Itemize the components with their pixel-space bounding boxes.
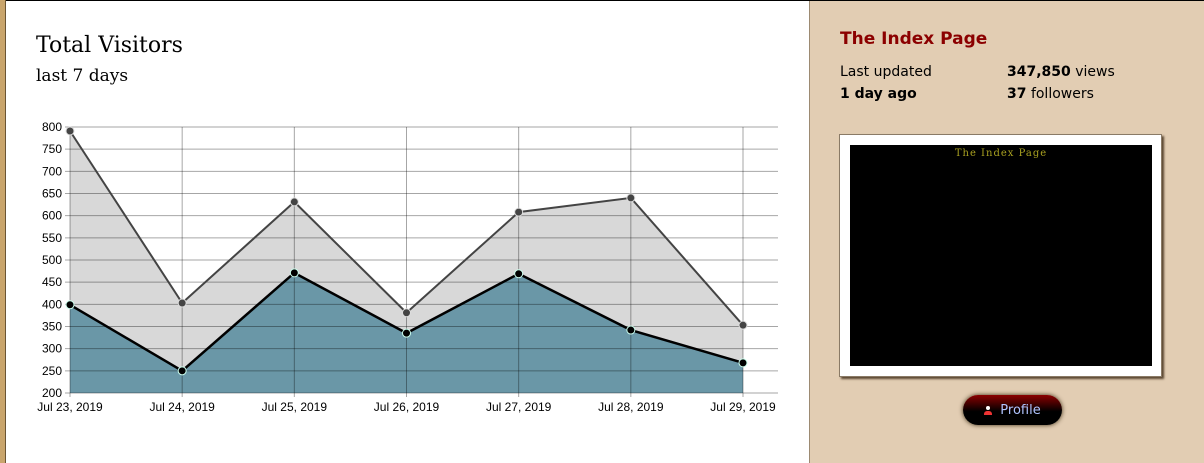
y-tick-label: 650 [42, 187, 62, 201]
chart-subtitle: last 7 days [36, 66, 129, 86]
sidebar: The Index Page Last updated 1 day ago 34… [809, 1, 1204, 463]
top-border [0, 0, 1204, 1]
x-tick-label: Jul 26, 2019 [374, 400, 440, 414]
point-unique [177, 366, 187, 376]
visitors-chart: 200 250 300 350 400 450 500 550 600 650 700 750 800 J… [37, 120, 778, 414]
left-border [0, 0, 6, 463]
followers-stat: 37 followers [1007, 86, 1094, 102]
y-tick-label: 750 [42, 142, 62, 156]
y-tick-label: 550 [42, 231, 62, 245]
y-tick-label: 300 [42, 342, 62, 356]
x-tick-label: Jul 24, 2019 [149, 400, 215, 414]
views-count: 347,850 [1007, 64, 1071, 80]
point-unique [402, 328, 411, 338]
y-tick-label: 700 [42, 164, 62, 178]
point-unique [626, 325, 636, 335]
x-tick-label: Jul 28, 2019 [598, 400, 664, 414]
views-stat: 347,850 views [1007, 64, 1115, 80]
profile-button-label: Profile [1000, 402, 1041, 418]
point-unique [514, 269, 524, 279]
user-icon [984, 405, 993, 415]
thumbnail-image: The Index Page [850, 145, 1152, 366]
y-tick-label: 800 [42, 120, 62, 134]
point-total [514, 207, 524, 217]
point-total [65, 126, 75, 136]
thumbnail-text: The Index Page [954, 148, 1048, 159]
views-label: views [1075, 64, 1115, 80]
y-tick-label: 200 [42, 386, 62, 400]
last-updated-label: Last updated [840, 64, 932, 80]
y-tick-label: 600 [42, 209, 62, 223]
followers-label: followers [1030, 86, 1094, 102]
x-tick-label: Jul 23, 2019 [37, 400, 103, 414]
y-tick-label: 400 [42, 297, 62, 311]
last-updated-value: 1 day ago [840, 86, 917, 102]
x-tick-label: Jul 25, 2019 [262, 400, 328, 414]
y-tick-label: 350 [42, 320, 62, 334]
point-unique [65, 300, 75, 310]
point-unique [738, 358, 748, 368]
point-unique [289, 268, 299, 278]
point-total [289, 197, 299, 207]
page-thumbnail[interactable]: The Index Page [839, 134, 1162, 377]
point-total [402, 308, 411, 318]
sidebar-title: The Index Page [840, 29, 988, 49]
chart-panel: Total Visitors last 7 days 200 250 300 350 4… [6, 1, 809, 463]
point-total [738, 320, 748, 330]
point-total [177, 298, 187, 308]
profile-button[interactable]: Profile [963, 395, 1062, 425]
y-tick-label: 250 [42, 364, 62, 378]
chart-title: Total Visitors [36, 33, 183, 58]
y-tick-label: 500 [42, 253, 62, 267]
followers-count: 37 [1007, 86, 1027, 102]
y-tick-label: 450 [42, 275, 62, 289]
x-tick-label: Jul 29, 2019 [710, 400, 776, 414]
x-tick-label: Jul 27, 2019 [486, 400, 552, 414]
point-total [626, 193, 636, 203]
